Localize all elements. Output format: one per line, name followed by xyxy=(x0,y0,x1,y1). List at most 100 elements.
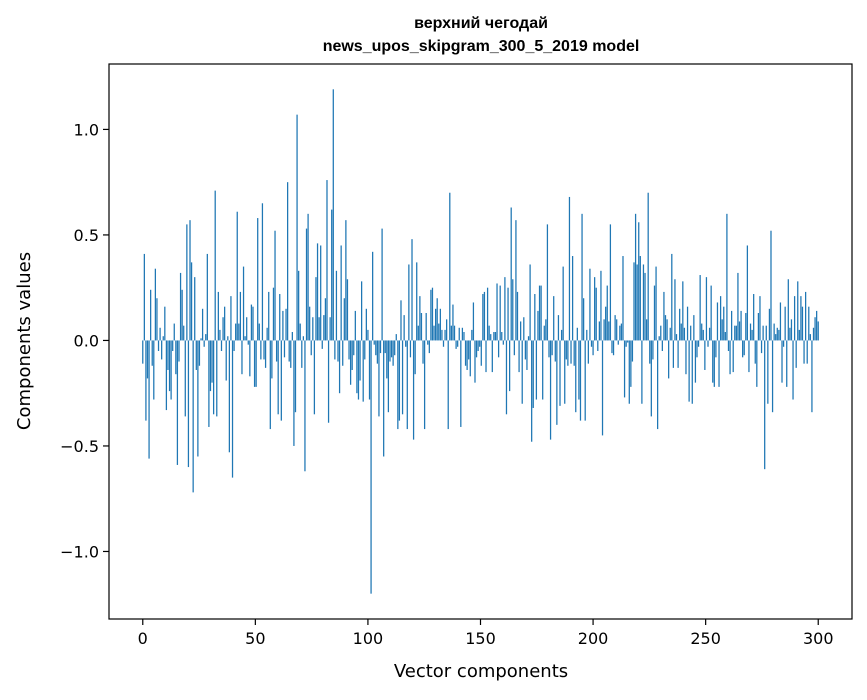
bar-96 xyxy=(293,340,295,446)
bar-66 xyxy=(246,317,248,341)
bar-130 xyxy=(346,279,349,341)
bars xyxy=(142,89,819,594)
bar-192 xyxy=(444,329,446,341)
bar-343 xyxy=(682,281,684,341)
bar-301 xyxy=(616,319,618,341)
bar-427 xyxy=(814,317,816,341)
bar-315 xyxy=(638,222,640,341)
bar-16 xyxy=(167,340,169,370)
bar-236 xyxy=(513,340,515,356)
bar-101 xyxy=(301,340,303,368)
bar-348 xyxy=(690,325,692,341)
bar-335 xyxy=(669,327,671,341)
bar-373 xyxy=(729,340,731,375)
bar-377 xyxy=(735,325,737,341)
bar-370 xyxy=(724,332,726,341)
bar-280 xyxy=(583,298,585,341)
bar-196 xyxy=(450,325,452,341)
bar-222 xyxy=(491,340,493,373)
bar-112 xyxy=(318,317,320,341)
bar-107 xyxy=(310,340,312,356)
bar-261 xyxy=(553,296,555,341)
bar-120 xyxy=(331,209,333,341)
bar-180 xyxy=(425,313,427,341)
bar-276 xyxy=(576,327,578,341)
bar-158 xyxy=(390,340,393,358)
chart-title: верхний чегодай news_upos_skipgram_300_5… xyxy=(323,15,640,55)
bar-388 xyxy=(753,294,755,341)
bar-336 xyxy=(671,253,673,341)
bar-331 xyxy=(663,291,665,341)
chart-title-line-2: news_upos_skipgram_300_5_2019 model xyxy=(323,38,640,55)
bar-286 xyxy=(592,340,594,356)
bar-401 xyxy=(773,323,775,341)
bar-405 xyxy=(779,302,782,341)
bar-60 xyxy=(236,211,238,341)
bar-313 xyxy=(634,213,637,341)
bar-74 xyxy=(258,323,260,341)
bar-371 xyxy=(726,213,728,341)
bar-345 xyxy=(685,340,687,375)
bar-165 xyxy=(401,340,404,415)
bar-44 xyxy=(211,340,213,383)
bar-213 xyxy=(477,340,479,351)
bar-380 xyxy=(740,310,742,341)
bar-166 xyxy=(403,315,405,341)
bar-91 xyxy=(285,308,287,341)
y-tick-label: −0.5 xyxy=(60,437,99,456)
bar-31 xyxy=(190,262,193,341)
bar-239 xyxy=(518,340,520,373)
bar-354 xyxy=(699,275,701,341)
bar-414 xyxy=(793,296,796,341)
bar-153 xyxy=(383,340,385,457)
x-tick-label: 300 xyxy=(803,629,834,648)
bar-190 xyxy=(441,329,443,341)
bar-408 xyxy=(784,306,786,341)
bar-416 xyxy=(797,281,799,341)
bar-100 xyxy=(299,323,301,341)
bar-330 xyxy=(661,340,663,351)
bar-20 xyxy=(173,323,175,341)
y-tick-label: 0.0 xyxy=(74,331,99,350)
bar-113 xyxy=(320,245,322,341)
bar-98 xyxy=(296,114,298,341)
bar-355 xyxy=(701,323,703,341)
bar-48 xyxy=(217,291,219,341)
bar-365 xyxy=(716,302,719,341)
bar-307 xyxy=(625,340,627,347)
bar-132 xyxy=(349,340,352,385)
bar-262 xyxy=(554,340,556,362)
bar-254 xyxy=(542,340,544,400)
bar-387 xyxy=(751,329,753,341)
bar-106 xyxy=(309,306,311,341)
bar-379 xyxy=(738,321,741,341)
bar-154 xyxy=(384,340,386,354)
bar-420 xyxy=(803,340,805,364)
bar-273 xyxy=(571,256,574,341)
bar-148 xyxy=(375,340,377,356)
bar-115 xyxy=(323,315,325,341)
bar-398 xyxy=(768,308,771,341)
bar-189 xyxy=(439,308,441,341)
bar-119 xyxy=(329,317,331,341)
bar-54 xyxy=(227,336,229,341)
bar-170 xyxy=(409,340,412,358)
bar-395 xyxy=(764,340,766,470)
bar-418 xyxy=(800,296,802,341)
bar-243 xyxy=(524,340,526,360)
bar-162 xyxy=(397,340,399,430)
bar-205 xyxy=(464,340,467,366)
bar-5 xyxy=(150,289,152,341)
bar-382 xyxy=(743,340,745,356)
bar-149 xyxy=(376,340,378,364)
bar-309 xyxy=(628,340,630,404)
bar-360 xyxy=(708,327,711,341)
bar-389 xyxy=(754,340,756,364)
bar-318 xyxy=(642,264,645,341)
bar-415 xyxy=(795,340,797,368)
bar-231 xyxy=(505,340,508,415)
bar-225 xyxy=(496,283,498,341)
bar-116 xyxy=(324,298,327,341)
bar-18 xyxy=(170,340,172,400)
